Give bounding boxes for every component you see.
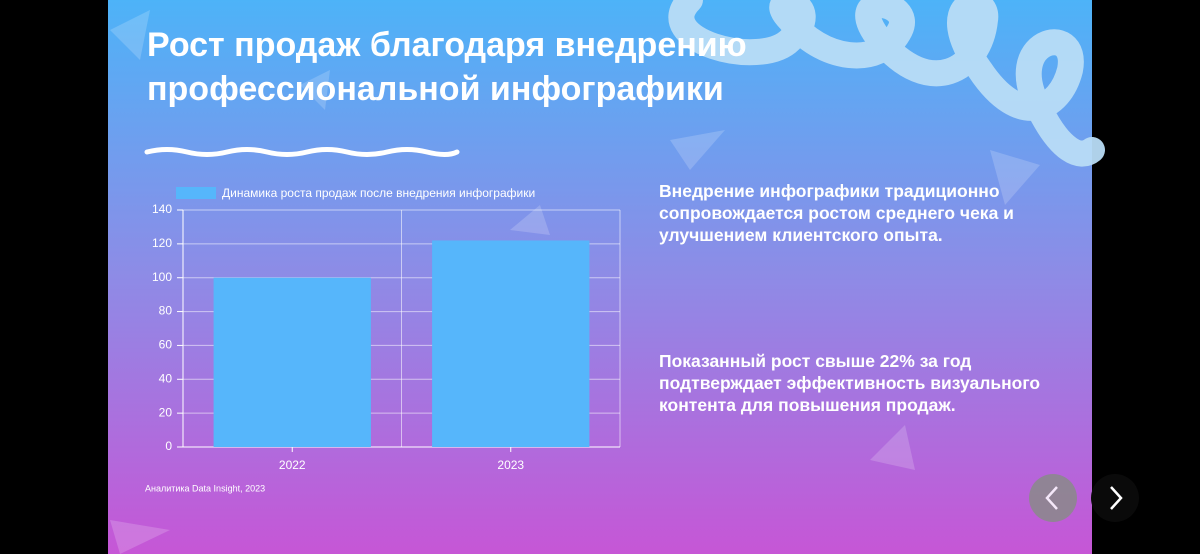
x-tick-label: 2022: [279, 458, 306, 472]
y-tick-label: 100: [152, 270, 172, 284]
bar: [432, 240, 590, 447]
slide-title: профессиональной инфографики: [147, 70, 724, 108]
x-tick-label: 2023: [497, 458, 524, 472]
y-tick-label: 40: [159, 371, 173, 385]
decorations: [110, 10, 1040, 554]
y-tick-label: 120: [152, 236, 172, 250]
previous-button[interactable]: [1029, 474, 1077, 522]
slide-background: [108, 0, 1092, 554]
y-tick-label: 0: [165, 439, 172, 453]
next-button[interactable]: [1091, 474, 1139, 522]
y-tick-label: 140: [152, 202, 172, 216]
previous-icon: [1045, 486, 1058, 510]
spiral-decoration: [668, 0, 1105, 167]
next-icon: [1110, 486, 1123, 510]
legend-swatch: [176, 187, 216, 199]
slide-title: Рост продаж благодаря внедрению: [147, 26, 747, 64]
paragraph: Показанный рост свыше 22% за год подтвер…: [659, 351, 1041, 415]
bar: [213, 277, 371, 447]
source-note: Аналитика Data Insight, 2023: [145, 483, 265, 493]
y-tick-label: 80: [159, 304, 173, 318]
y-tick-label: 60: [159, 338, 173, 352]
legend-label: Динамика роста продаж после внедрения ин…: [222, 186, 535, 200]
y-tick-label: 20: [159, 405, 173, 419]
paragraph: Внедрение инфографики традиционно сопров…: [659, 181, 1014, 245]
title-underline: [144, 147, 460, 157]
